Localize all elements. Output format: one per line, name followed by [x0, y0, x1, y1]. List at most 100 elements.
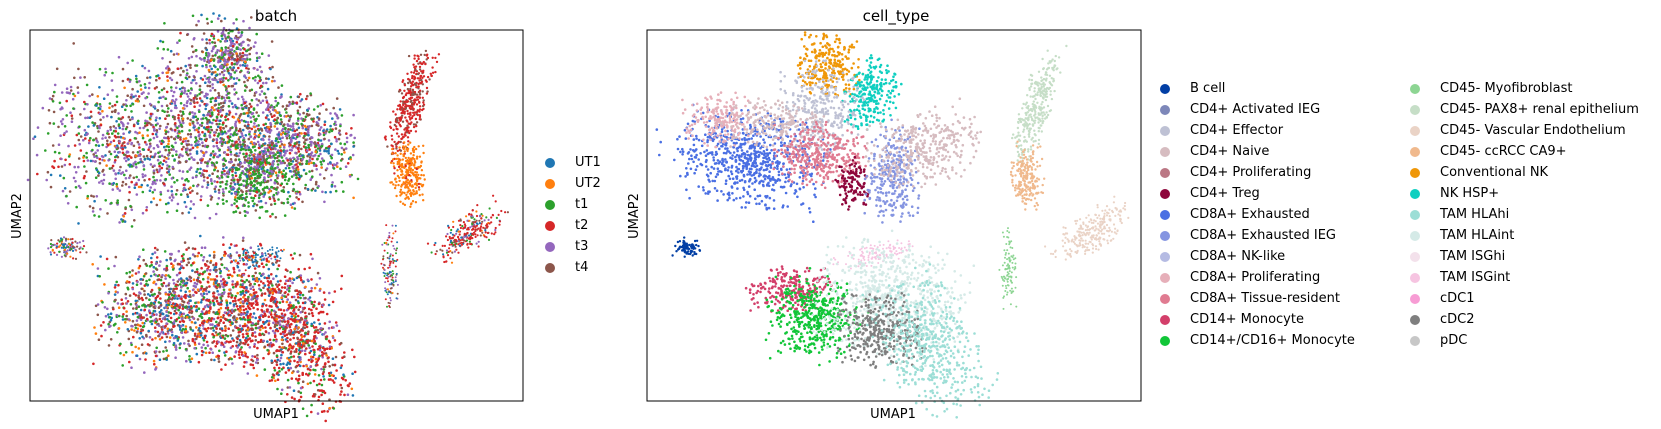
batch-scatter-point: [157, 301, 161, 304]
batch-scatter-point: [219, 181, 222, 184]
batch-scatter-point: [124, 351, 128, 354]
batch-scatter-point: [227, 113, 231, 116]
batch-scatter-point: [231, 170, 234, 173]
batch-scatter-point: [181, 189, 185, 193]
batch-scatter-point: [222, 288, 226, 292]
batch-scatter-point: [185, 73, 189, 77]
batch-scatter-point: [68, 243, 71, 246]
batch-scatter-point: [192, 203, 195, 206]
batch-scatter-point: [203, 169, 206, 172]
batch-scatter-point: [309, 178, 313, 181]
batch-scatter-point: [129, 204, 132, 208]
batch-scatter-point: [221, 188, 225, 191]
batch-scatter-point: [413, 113, 416, 117]
batch-scatter-point: [282, 186, 286, 189]
batch-scatter-point: [405, 180, 408, 183]
batch-scatter-point: [244, 198, 247, 202]
batch-scatter-point: [214, 97, 217, 100]
batch-scatter-point: [167, 148, 171, 152]
batch-scatter-point: [179, 289, 183, 292]
batch-scatter-point: [419, 164, 423, 168]
batch-scatter-point: [218, 154, 222, 157]
batch-scatter-point: [220, 95, 224, 99]
batch-scatter-point: [225, 200, 228, 203]
batch-scatter-point: [109, 128, 112, 131]
batch-scatter-point: [307, 162, 311, 166]
batch-scatter-point: [223, 62, 227, 66]
batch-scatter-point: [400, 170, 403, 173]
batch-scatter-point: [276, 255, 279, 257]
batch-scatter-point: [204, 161, 207, 164]
batch-scatter-point: [136, 100, 140, 103]
batch-scatter-point: [395, 252, 397, 255]
batch-scatter-point: [235, 152, 238, 155]
batch-scatter-point: [254, 91, 258, 94]
batch-scatter-point: [205, 17, 209, 21]
batch-scatter-point: [213, 180, 216, 183]
batch-scatter-point: [133, 219, 136, 222]
batch-scatter-point: [123, 173, 126, 177]
batch-scatter-point: [113, 150, 117, 153]
batch-scatter-point: [170, 199, 174, 202]
batch-scatter-point: [178, 169, 181, 173]
batch-scatter-point: [114, 255, 118, 259]
batch-scatter-point: [150, 261, 153, 264]
batch-scatter-point: [334, 127, 338, 130]
batch-scatter-point: [388, 266, 391, 269]
batch-scatter-point: [312, 120, 315, 123]
batch-scatter-point: [217, 59, 220, 62]
batch-scatter-point: [352, 141, 355, 144]
batch-scatter-point: [257, 171, 261, 175]
batch-scatter-point: [228, 138, 232, 142]
batch-scatter-point: [272, 193, 276, 197]
batch-scatter-point: [418, 65, 422, 69]
batch-scatter-point: [214, 74, 218, 77]
batch-scatter-point: [411, 149, 415, 152]
batch-scatter-point: [98, 157, 102, 161]
batch-scatter-point: [230, 76, 233, 79]
batch-scatter-point: [108, 150, 111, 153]
batch-scatter-point: [278, 259, 281, 262]
batch-scatter-point: [243, 204, 246, 207]
batch-scatter-point: [98, 112, 102, 116]
batch-scatter-point: [232, 178, 236, 182]
batch-scatter-point: [185, 104, 189, 108]
batch-scatter-point: [226, 153, 230, 156]
batch-scatter-point: [121, 220, 124, 223]
batch-scatter-point: [418, 105, 422, 108]
batch-scatter-point: [166, 65, 170, 68]
batch-scatter-point: [104, 71, 108, 74]
batch-scatter-point: [333, 135, 337, 139]
batch-scatter-point: [207, 80, 210, 83]
batch-scatter-point: [271, 65, 274, 69]
batch-scatter-point: [160, 139, 164, 143]
batch-scatter-point: [247, 43, 250, 47]
batch-scatter-point: [265, 81, 268, 85]
batch-scatter-point: [145, 335, 148, 338]
batch-scatter-point: [394, 265, 397, 268]
batch-scatter-point: [169, 49, 173, 53]
batch-scatter-point: [288, 151, 292, 155]
batch-scatter-point: [311, 157, 314, 161]
batch-scatter-point: [175, 273, 179, 277]
batch-scatter-point: [296, 147, 300, 150]
batch-scatter-point: [296, 109, 300, 112]
batch-scatter-point: [187, 57, 191, 60]
batch-scatter-point: [252, 204, 255, 208]
batch-scatter-point: [228, 111, 232, 114]
batch-scatter-point: [457, 219, 461, 222]
batch-scatter-point: [138, 80, 141, 83]
batch-scatter-point: [446, 232, 449, 236]
batch-scatter-point: [419, 62, 422, 65]
batch-scatter-point: [250, 259, 253, 262]
batch-scatter-point: [188, 290, 191, 293]
batch-scatter-point: [170, 298, 174, 301]
batch-scatter-point: [276, 156, 279, 160]
batch-scatter-point: [195, 94, 199, 97]
batch-scatter-point: [144, 86, 147, 89]
batch-scatter-point: [229, 53, 232, 57]
batch-scatter-point: [411, 200, 415, 203]
batch-scatter-point: [212, 303, 216, 306]
batch-scatter-point: [201, 64, 204, 68]
batch-scatter-point: [305, 97, 308, 101]
